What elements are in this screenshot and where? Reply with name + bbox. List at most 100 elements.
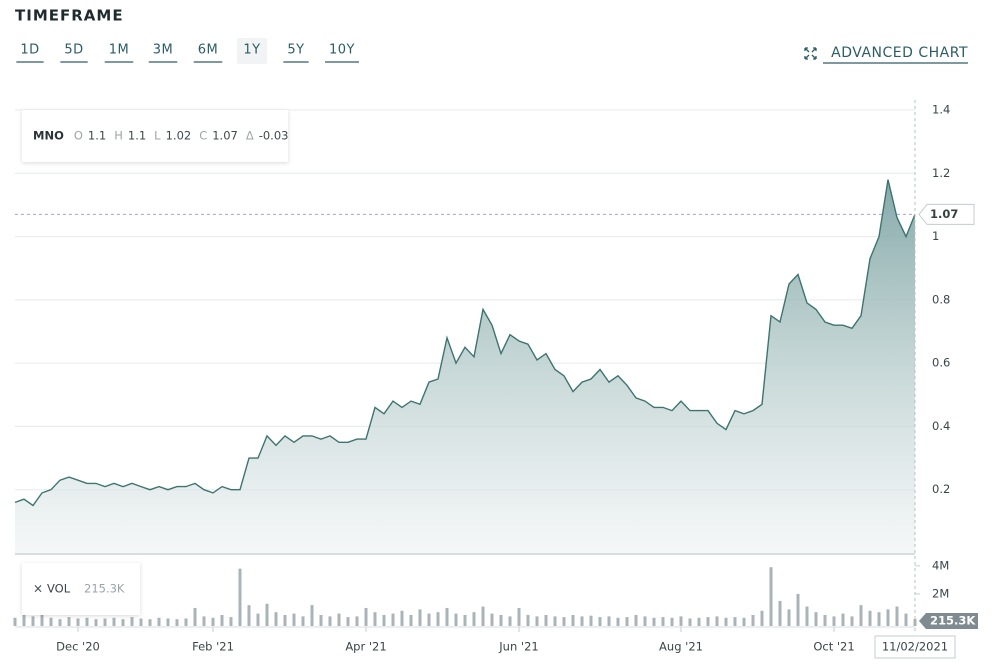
y-tick-label: 0.2 bbox=[932, 482, 950, 496]
volume-bar bbox=[256, 613, 260, 626]
volume-bar bbox=[121, 619, 125, 626]
volume-bar bbox=[76, 618, 80, 626]
volume-bar bbox=[148, 619, 152, 626]
volume-bar bbox=[283, 614, 287, 626]
volume-bar bbox=[337, 613, 341, 626]
volume-bar bbox=[688, 618, 692, 626]
volume-bar bbox=[805, 606, 809, 626]
volume-bar bbox=[85, 617, 89, 626]
volume-bar bbox=[832, 616, 836, 626]
volume-bar bbox=[112, 617, 116, 626]
volume-bar bbox=[877, 612, 881, 626]
ohlc-key: L bbox=[154, 129, 161, 143]
volume-bar bbox=[769, 567, 773, 626]
volume-bar bbox=[472, 612, 476, 626]
volume-bar bbox=[184, 618, 188, 626]
volume-legend-label: VOL bbox=[47, 582, 71, 596]
ohlc-value: 1.1 bbox=[128, 129, 146, 143]
timeframe-title: TIMEFRAME bbox=[15, 7, 124, 25]
advanced-chart-link[interactable]: ADVANCED CHART bbox=[804, 45, 968, 64]
price-line bbox=[14, 179, 916, 507]
volume-bar bbox=[400, 610, 404, 626]
advanced-chart-label[interactable]: ADVANCED CHART bbox=[831, 45, 968, 61]
timeframe-option[interactable]: 5Y bbox=[287, 43, 304, 58]
volume-bar bbox=[103, 618, 107, 626]
volume-bar bbox=[895, 606, 899, 626]
volume-bar bbox=[157, 617, 161, 626]
volume-bar bbox=[13, 617, 17, 626]
volume-bar bbox=[733, 617, 737, 626]
ohlc-box bbox=[22, 110, 288, 162]
timeframe-option[interactable]: 10Y bbox=[329, 43, 355, 58]
y2-tick-label: 2M bbox=[932, 586, 949, 600]
symbol: MNO bbox=[33, 129, 64, 143]
timeframe-option[interactable]: 5D bbox=[64, 43, 83, 58]
timeframe-button[interactable]: 3M bbox=[148, 43, 178, 63]
timeframe-button[interactable]: 6M bbox=[193, 43, 223, 63]
x-tick-label: Oct '21 bbox=[813, 640, 854, 654]
x-tick-label: Apr '21 bbox=[345, 640, 386, 654]
volume-bar bbox=[31, 616, 35, 626]
x-tick-label: Aug '21 bbox=[659, 640, 703, 654]
timeframe-button[interactable]: 1Y bbox=[237, 38, 267, 64]
volume-bar bbox=[175, 619, 179, 626]
volume-bar bbox=[652, 617, 656, 626]
volume-bar bbox=[823, 614, 827, 626]
x-tick-label: Dec '20 bbox=[56, 640, 100, 654]
volume-bar bbox=[526, 614, 530, 626]
ohlc-value: 1.02 bbox=[166, 129, 192, 143]
volume-bar bbox=[787, 609, 791, 626]
timeframe-option[interactable]: 1Y bbox=[243, 43, 260, 58]
ohlc-key: C bbox=[199, 129, 207, 143]
y-tick-label: 0.6 bbox=[932, 356, 950, 370]
last-volume-label: 215.3K bbox=[930, 614, 976, 628]
volume-bar bbox=[913, 618, 917, 626]
timeframe-button[interactable]: 10Y bbox=[325, 43, 359, 63]
volume-bar bbox=[616, 617, 620, 626]
volume-bar bbox=[796, 593, 800, 626]
volume-bar bbox=[463, 614, 467, 626]
timeframe-button[interactable]: 1D bbox=[16, 43, 44, 63]
volume-bar bbox=[742, 617, 746, 626]
volume-bar bbox=[139, 618, 143, 626]
timeframe-button[interactable]: 1M bbox=[104, 43, 134, 63]
x-tick-label: Feb '21 bbox=[192, 640, 234, 654]
timeframe-button[interactable]: 5Y bbox=[283, 43, 309, 63]
volume-bar bbox=[94, 619, 98, 626]
ohlc-key: O bbox=[74, 129, 83, 143]
y2-tick-label: 4M bbox=[932, 558, 949, 572]
volume-bar bbox=[598, 617, 602, 626]
volume-bar bbox=[868, 610, 872, 626]
timeframe-button[interactable]: 5D bbox=[60, 43, 88, 63]
y-tick-label: 1 bbox=[932, 229, 939, 243]
timeframe-option[interactable]: 6M bbox=[198, 43, 219, 58]
volume-legend-box bbox=[22, 563, 140, 615]
volume-bar bbox=[382, 614, 386, 626]
volume-bar bbox=[310, 605, 314, 626]
volume-bar bbox=[265, 603, 269, 626]
timeframe-option[interactable]: 1M bbox=[109, 43, 130, 58]
volume-bar bbox=[67, 617, 71, 626]
volume-bar bbox=[445, 607, 449, 626]
selected-bg bbox=[237, 38, 267, 64]
volume-bar bbox=[625, 617, 629, 626]
volume-bar bbox=[373, 612, 377, 626]
ohlc-value: 1.1 bbox=[88, 129, 106, 143]
y-tick-label: 0.4 bbox=[932, 419, 950, 433]
timeframe-option[interactable]: 1D bbox=[20, 43, 39, 58]
timeframe-option[interactable]: 3M bbox=[153, 43, 174, 58]
volume-bar bbox=[679, 616, 683, 626]
expand-icon bbox=[804, 47, 817, 60]
volume-bar bbox=[328, 616, 332, 626]
volume-bar bbox=[553, 616, 557, 626]
volume-bar bbox=[778, 600, 782, 626]
last-volume-badge bbox=[919, 613, 978, 629]
price-area bbox=[15, 179, 915, 553]
volume-bar bbox=[715, 616, 719, 626]
timeframe-buttons: 1D 5D 1M 3M 6M 1Y 5Y 10Y bbox=[16, 38, 359, 64]
volume-bar bbox=[319, 614, 323, 626]
volume-bar bbox=[364, 607, 368, 626]
ohlc-key: Δ bbox=[246, 129, 254, 143]
